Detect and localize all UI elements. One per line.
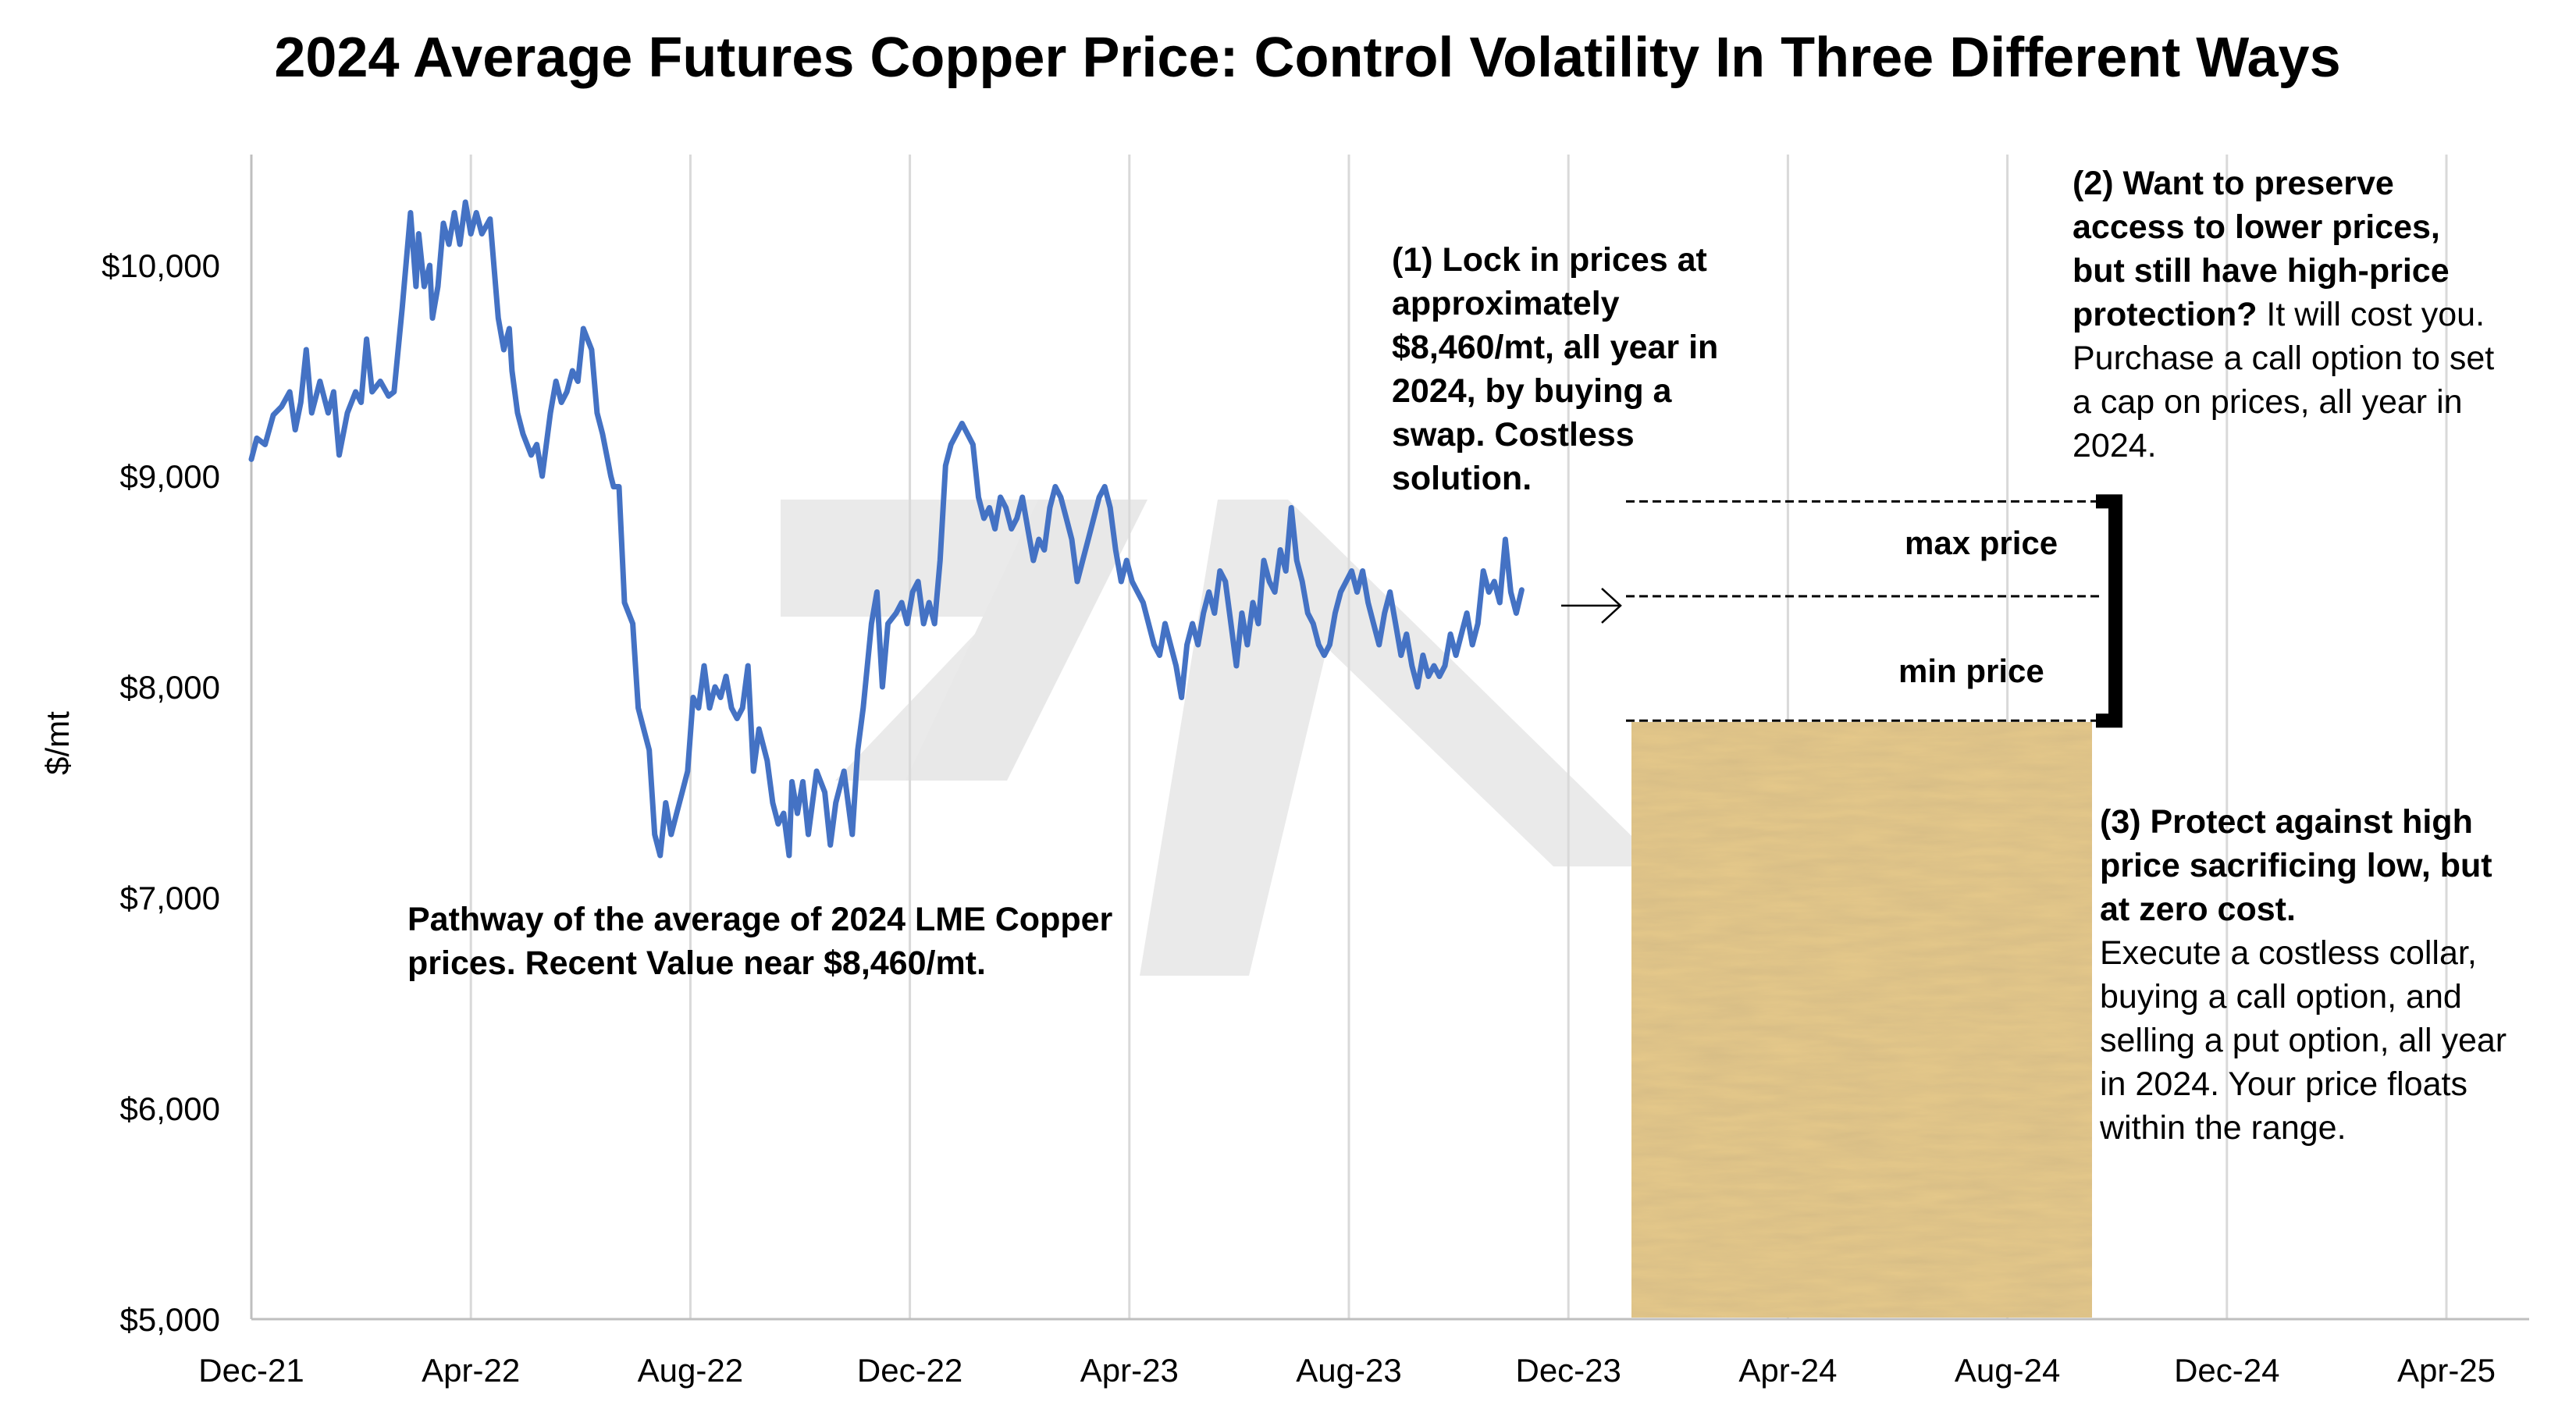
x-tick-label: Apr-23 <box>1080 1352 1179 1389</box>
annotation-collar-bold: (3) Protect against high price sacrifici… <box>2100 803 2492 928</box>
x-tick-label: Apr-25 <box>2397 1352 2496 1389</box>
max-price-label: max price <box>1905 525 2058 561</box>
annotation-collar-text: Execute a costless collar, buying a call… <box>2100 934 2507 1147</box>
annotation-collar: (3) Protect against high price sacrifici… <box>2100 800 2529 1150</box>
annotation-call: (2) Want to preserve access to lower pri… <box>2073 162 2498 468</box>
x-tick-label: Dec-22 <box>857 1352 962 1389</box>
y-tick-label: $5,000 <box>120 1301 220 1338</box>
chart-title: 2024 Average Futures Copper Price: Contr… <box>274 27 2341 89</box>
x-tick-label: Dec-23 <box>1515 1352 1621 1389</box>
annotation-pathway: Pathway of the average of 2024 LME Coppe… <box>407 901 1113 982</box>
y-axis-ticks: $5,000 $6,000 $7,000 $8,000 $9,000 $10,000 <box>101 247 220 1338</box>
x-tick-label: Aug-23 <box>1296 1352 1401 1389</box>
y-tick-label: $9,000 <box>120 458 220 495</box>
parchment-range-box <box>1631 722 2092 1318</box>
x-tick-label: Dec-21 <box>198 1352 304 1389</box>
watermark-slash <box>1140 500 1663 976</box>
y-tick-label: $6,000 <box>120 1090 220 1127</box>
watermark-logo <box>781 500 1663 976</box>
series-line <box>248 199 1525 859</box>
x-axis <box>250 155 2529 1321</box>
swap-arrow-head <box>1601 587 1622 624</box>
annotation-call-text: It will cost you. Purchase a call option… <box>2073 296 2495 464</box>
y-tick-label: $7,000 <box>120 880 220 916</box>
parchment-texture <box>1631 722 2092 1318</box>
y-tick-label: $10,000 <box>101 247 220 284</box>
watermark-seven <box>781 500 1140 781</box>
y-tick-label: $8,000 <box>120 669 220 706</box>
x-tick-label: Aug-22 <box>638 1352 743 1389</box>
range-bracket <box>2096 494 2122 728</box>
x-tick-label: Aug-24 <box>1955 1352 2060 1389</box>
x-tick-label: Apr-22 <box>422 1352 520 1389</box>
x-axis-ticks: Dec-21 Apr-22 Aug-22 Dec-22 Apr-23 Aug-23 Dec-… <box>198 1352 2496 1389</box>
series-group <box>248 199 1525 859</box>
x-tick-label: Apr-24 <box>1738 1352 1837 1389</box>
annotation-call-bold: (2) Want to preserve access to lower pri… <box>2073 165 2450 333</box>
y-axis-label: $/mt <box>39 711 76 775</box>
min-price-label: min price <box>1898 653 2044 689</box>
price-levels <box>1561 494 2122 728</box>
annotation-swap-bold: (1) Lock in prices at approximately $8,4… <box>1392 241 1719 497</box>
annotation-swap: (1) Lock in prices at approximately $8,4… <box>1392 238 1759 500</box>
x-tick-label: Dec-24 <box>2174 1352 2279 1389</box>
